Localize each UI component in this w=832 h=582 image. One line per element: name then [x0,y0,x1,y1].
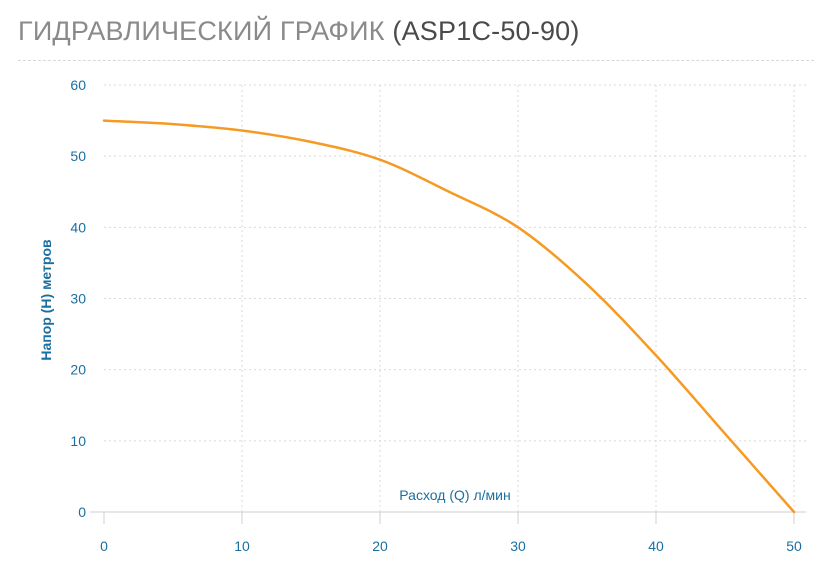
model-name: (ASP1C-50-90) [392,16,580,46]
x-tick-label: 30 [510,538,526,554]
x-tick-label: 40 [648,538,664,554]
y-tick-label: 20 [70,362,86,378]
tick-labels: 0 10 20 30 40 50 60 0 10 20 30 40 50 [70,77,802,554]
title-divider [18,60,814,61]
chart-title: ГИДРАВЛИЧЕСКИЙ ГРАФИК [18,16,385,46]
performance-curve [102,119,796,514]
axes [90,511,806,524]
x-tick-label: 50 [786,538,802,554]
x-tick-label: 10 [234,538,250,554]
y-tick-label: 40 [70,219,86,235]
y-axis-label: Напор (H) метров [38,239,54,361]
page-title: ГИДРАВЛИЧЕСКИЙ ГРАФИК (ASP1C-50-90) [18,12,580,50]
y-tick-label: 60 [70,77,86,93]
y-tick-label: 30 [70,291,86,307]
x-axis-label: Расход (Q) л/мин [399,487,510,503]
grid [104,84,806,512]
y-tick-label: 10 [70,433,86,449]
series [102,119,796,514]
y-tick-label: 0 [78,504,86,520]
x-tick-label: 0 [100,538,108,554]
x-tick-label: 20 [372,538,388,554]
y-tick-label: 50 [70,148,86,164]
